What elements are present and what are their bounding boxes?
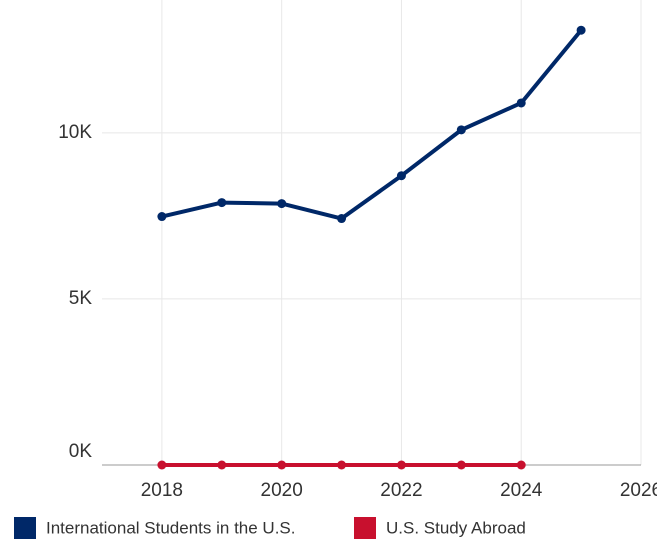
- data-point: [217, 198, 227, 208]
- data-point: [456, 460, 466, 470]
- data-point: [576, 25, 586, 35]
- x-tick-label: 2024: [500, 480, 543, 501]
- data-point: [337, 214, 347, 224]
- x-tick-label: 2020: [261, 480, 303, 501]
- data-point: [157, 460, 167, 470]
- x-tick-label: 2018: [141, 480, 183, 501]
- data-point: [516, 460, 526, 470]
- data-point: [217, 460, 227, 470]
- x-tick-label: 2026: [620, 480, 657, 501]
- legend-label: International Students in the U.S.: [46, 518, 296, 537]
- x-tick-label: 2022: [380, 480, 422, 501]
- data-point: [157, 212, 167, 222]
- y-tick-label: 10K: [58, 122, 92, 143]
- y-tick-label: 0K: [69, 441, 93, 462]
- data-point: [396, 171, 406, 181]
- data-point: [277, 460, 287, 470]
- data-point: [337, 460, 347, 470]
- data-point: [396, 460, 406, 470]
- legend-swatch: [354, 517, 376, 539]
- legend-swatch: [14, 517, 36, 539]
- y-tick-label: 5K: [69, 288, 93, 309]
- data-point: [277, 199, 287, 209]
- series-line: [161, 28, 583, 221]
- data-point: [516, 98, 526, 108]
- data-point: [456, 125, 466, 135]
- legend-label: U.S. Study Abroad: [386, 518, 526, 537]
